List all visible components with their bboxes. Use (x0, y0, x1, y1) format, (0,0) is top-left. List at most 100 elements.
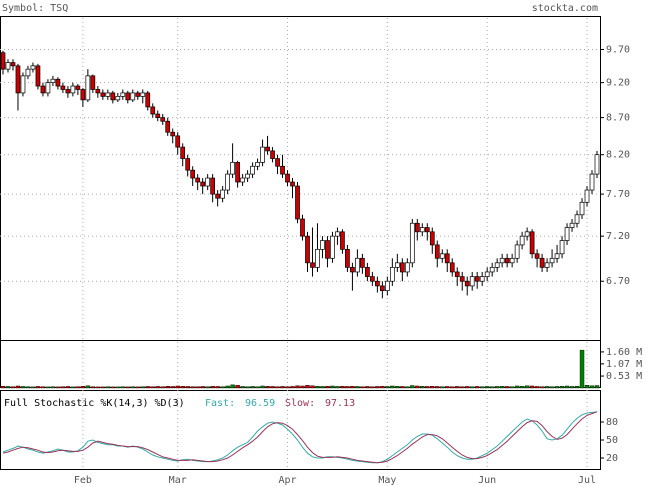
candle-body (225, 173, 230, 191)
volume-bar (305, 385, 310, 389)
candle-body (574, 214, 580, 224)
candle-body (110, 92, 116, 101)
candle-body (295, 185, 300, 220)
candle-body (70, 85, 76, 94)
volume-bar (185, 386, 190, 389)
volume-bar (534, 386, 540, 389)
volume-bar (275, 386, 280, 389)
y-tick-label: 80 (606, 417, 618, 428)
candle-body (230, 162, 235, 175)
volume-bar (475, 386, 480, 389)
volume-bar (544, 386, 550, 389)
candle-body (424, 227, 430, 233)
candle-body (499, 257, 505, 264)
x-tick-label: Jun (478, 475, 496, 486)
volume-bar (145, 386, 150, 389)
volume-bar (385, 386, 390, 389)
x-tick-label: Jul (578, 475, 596, 486)
candle-body (65, 89, 71, 94)
y-tick-label: 7.70 (606, 189, 630, 200)
candle-body (370, 276, 375, 282)
volume-bar (410, 385, 415, 389)
volume-bar (220, 386, 225, 389)
volume-bar (479, 386, 485, 389)
candle-body (45, 82, 51, 94)
legend-value: 97.13 (325, 398, 355, 409)
volume-bar (330, 385, 335, 389)
x-tick-label: Mar (169, 475, 187, 486)
candle-body (479, 276, 485, 282)
candle-body (594, 154, 600, 175)
candle-body (205, 177, 211, 187)
candle-body (220, 189, 225, 199)
candle-body (459, 276, 465, 282)
candle-body (195, 177, 201, 183)
volume-bar (95, 386, 101, 389)
candle-body (250, 165, 255, 175)
candle-body (175, 135, 181, 148)
candle-body (539, 257, 545, 268)
candle-body (564, 227, 570, 241)
candle-body (10, 62, 16, 67)
volume-bar (140, 386, 145, 389)
stochastic-line (2, 411, 598, 464)
volume-bar (50, 386, 56, 389)
volume-bar (315, 385, 320, 389)
candle-body (434, 244, 440, 259)
volume-bar (310, 385, 315, 389)
candle-body (305, 235, 310, 264)
candle-body (534, 253, 540, 259)
candle-body (474, 276, 480, 282)
candle-body (130, 92, 136, 101)
candle-body (554, 253, 560, 259)
candle-body (85, 75, 91, 101)
volume-bar (300, 385, 305, 389)
candle-body (335, 231, 340, 237)
volume-bar (85, 385, 91, 389)
candle-body (389, 267, 395, 282)
candle-body (325, 240, 330, 259)
candle-body (509, 257, 515, 264)
volume-bar (115, 386, 121, 389)
y-tick-label: 0.53 M (606, 371, 642, 382)
candle-body (185, 158, 191, 171)
volume-bar (430, 385, 435, 389)
volume-bar (250, 386, 255, 389)
volume-bar (489, 386, 495, 389)
volume-bar (20, 386, 26, 389)
candle-body (255, 162, 260, 167)
volume-bar (350, 385, 355, 389)
candle-body (549, 257, 555, 264)
volume-bar (415, 385, 420, 389)
volume-bar (45, 386, 51, 389)
candle-body (275, 158, 280, 167)
candle-body (15, 65, 21, 94)
y-tick-label: 1.60 M (606, 347, 642, 358)
candle-body (240, 177, 245, 183)
volume-bar (290, 386, 295, 389)
candle-body (385, 280, 390, 292)
volume-bar (205, 386, 210, 389)
volume-bar (130, 386, 135, 389)
candle-body (310, 262, 315, 268)
y-tick-label: 9.70 (606, 44, 630, 55)
candle-body (439, 253, 445, 259)
volume-bar (60, 386, 66, 389)
volume-bar (190, 386, 195, 389)
volume-bar (40, 386, 46, 389)
volume-bar (579, 349, 585, 389)
candle-body (355, 257, 360, 273)
candle-body (529, 231, 535, 255)
candle-body (200, 181, 206, 187)
candle-body (285, 173, 290, 183)
candle-body (245, 173, 250, 179)
candle-body (120, 92, 126, 97)
volume-bar (325, 385, 330, 389)
candle-body (215, 193, 220, 199)
candle-body (414, 222, 420, 233)
volume-bar (295, 385, 300, 389)
candle-body (589, 173, 595, 191)
candle-body (365, 267, 370, 277)
candle-body (454, 271, 460, 277)
